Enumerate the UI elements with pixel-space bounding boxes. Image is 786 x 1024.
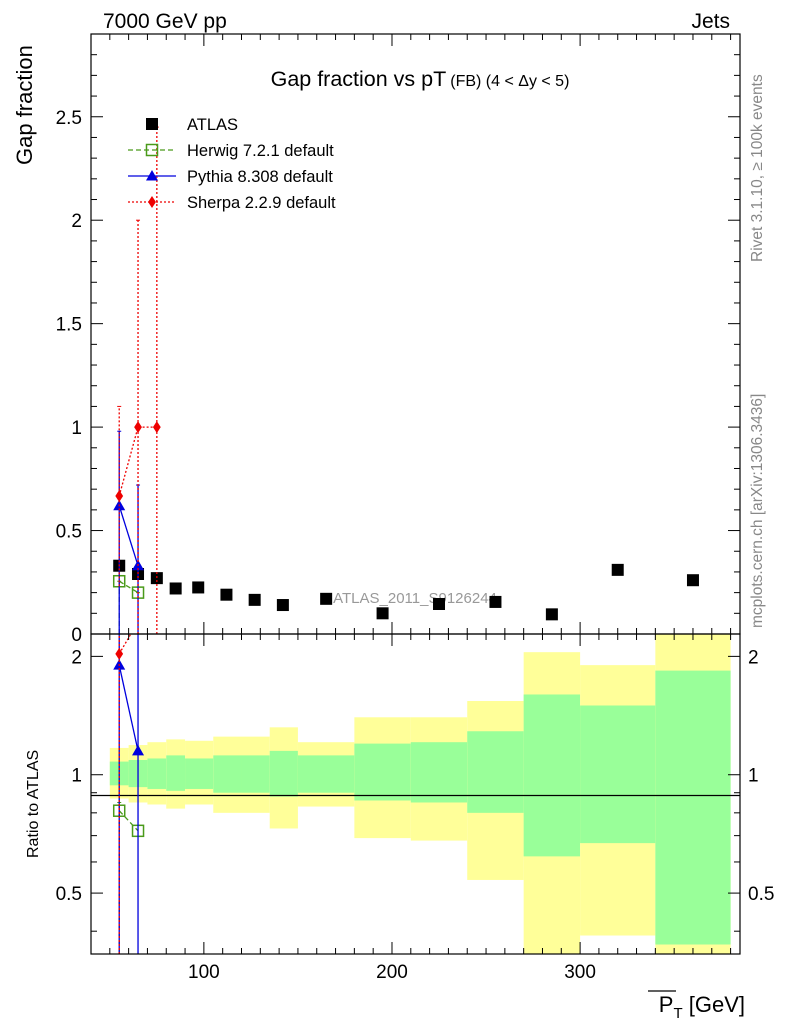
main-point-atlas-12 — [545, 608, 558, 621]
main-y-tick-label-3: 1.5 — [56, 315, 82, 336]
x-tick-label-200: 200 — [376, 962, 408, 983]
main-y-tick-label-1: 0.5 — [56, 522, 82, 543]
ratio-band-inner-3 — [166, 755, 186, 791]
ratio-band-inner-6 — [241, 755, 270, 793]
chart-title: Gap fraction vs pT (FB) (4 < Δy < 5) — [271, 67, 570, 91]
ratio-band-inner-5 — [213, 755, 242, 793]
ratio-band-inner-7 — [269, 750, 298, 797]
ratio-line-herwig — [118, 810, 139, 832]
ratio-band-inner-12 — [523, 694, 581, 857]
main-point-sherpa-2 — [152, 421, 161, 434]
ratio-band-inner-13 — [580, 705, 656, 844]
ratio-y-tick-label-left-2: 2 — [71, 647, 82, 668]
ratio-y-tick-label-left-1: 1 — [71, 766, 82, 787]
ratio-band-inner-8 — [297, 755, 355, 793]
main-point-sherpa-1 — [134, 421, 142, 434]
main-point-atlas-10 — [433, 598, 446, 610]
ratio-point-pythia-1 — [132, 744, 145, 756]
main-point-atlas-13 — [611, 563, 624, 576]
analysis-watermark: ATLAS_2011_S9126244 — [333, 590, 497, 607]
main-point-atlas-2 — [150, 572, 163, 585]
legend-marker-sherpa — [148, 196, 156, 208]
ratio-y-axis-label: Ratio to ATLAS — [25, 750, 42, 858]
ratio-band-inner-2 — [147, 758, 167, 789]
ratio-plot-marks — [112, 634, 145, 954]
main-y-tick-label-5: 2.5 — [56, 108, 82, 129]
rivet-label: Rivet 3.1.10, ≥ 100k events — [749, 74, 766, 262]
ratio-band-inner-4 — [185, 758, 214, 789]
ratio-band-inner-9 — [354, 743, 411, 801]
chart-title-main: Gap fraction vs pT — [271, 67, 447, 91]
main-y-tick-label-2: 1 — [71, 418, 82, 439]
main-point-atlas-14 — [686, 574, 699, 587]
ratio-band-inner-14 — [655, 670, 731, 945]
header-right: Jets — [691, 10, 730, 33]
main-point-atlas-6 — [248, 593, 261, 606]
legend-label-pythia: Pythia 8.308 default — [187, 168, 333, 186]
legend-marker-atlas — [146, 118, 158, 130]
ratio-line-pythia — [118, 664, 139, 752]
main-y-tick-label-4: 2 — [71, 211, 82, 232]
ratio-y-tick-label-right-0: 0.5 — [748, 884, 774, 905]
chart-title-sub: (FB) (4 < Δy < 5) — [450, 73, 569, 90]
axes: 100 200 300 0 0.5 1 1.5 2 2.5 0.5 0.5 1 1 2 2 — [56, 33, 774, 983]
ratio-y-tick-label-right-1: 1 — [748, 766, 759, 787]
main-line-herwig — [118, 580, 139, 594]
main-point-sherpa-0 — [115, 490, 124, 502]
x-tick-label-100: 100 — [188, 962, 220, 983]
main-plot-marks — [112, 126, 699, 634]
x-tick-label-300: 300 — [564, 962, 596, 983]
legend: ATLAS Herwig 7.2.1 default Pythia 8.308 de… — [128, 116, 336, 212]
main-point-atlas-8 — [320, 592, 333, 605]
legend-marker-pythia — [146, 170, 158, 181]
x-axis-label-subscript: T — [673, 1005, 682, 1022]
ratio-plot-frame — [90, 633, 741, 955]
ratio-y-tick-label-right-2: 2 — [748, 647, 759, 668]
ratio-line-sherpa — [118, 634, 132, 655]
legend-label-herwig: Herwig 7.2.1 default — [187, 142, 334, 160]
main-point-atlas-9 — [376, 607, 389, 620]
main-point-atlas-3 — [169, 582, 182, 595]
x-axis-label: PT [GeV] — [659, 992, 745, 1022]
ratio-uncertainty-bands — [109, 634, 731, 954]
main-point-atlas-5 — [220, 588, 233, 601]
ratio-y-tick-label-left-0: 0.5 — [56, 884, 82, 905]
legend-label-sherpa: Sherpa 2.2.9 default — [187, 194, 336, 212]
ratio-band-inner-10 — [410, 742, 468, 803]
x-axis-label-unit: [GeV] — [683, 992, 745, 1017]
legend-label-atlas: ATLAS — [187, 116, 238, 134]
x-axis-label-symbol: P — [659, 992, 674, 1017]
main-point-atlas-11 — [489, 595, 502, 608]
main-point-atlas-7 — [276, 599, 289, 612]
main-point-atlas-4 — [192, 581, 205, 594]
ratio-point-sherpa-0 — [115, 647, 124, 660]
legend-marker-herwig — [145, 143, 159, 157]
header-left: 7000 GeV pp — [103, 10, 227, 33]
ratio-band-inner-11 — [467, 731, 524, 813]
main-y-tick-label-0: 0 — [71, 625, 82, 646]
mcplots-label: mcplots.cern.ch [arXiv:1306.3436] — [749, 394, 766, 628]
main-y-axis-label: Gap fraction — [12, 45, 37, 165]
main-line-pythia — [118, 505, 139, 566]
